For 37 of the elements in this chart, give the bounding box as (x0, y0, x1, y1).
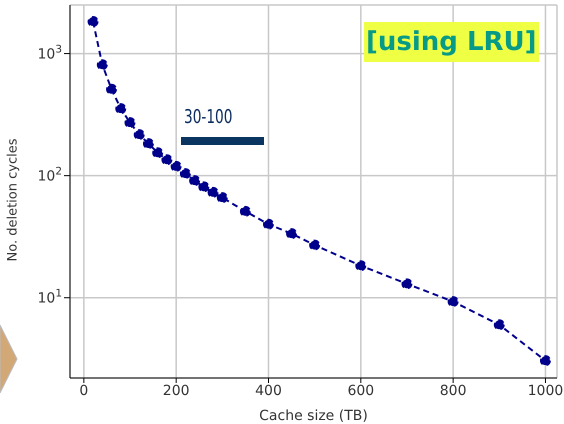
point (161, 154, 172, 166)
point (355, 260, 366, 272)
point (401, 278, 412, 290)
point (88, 16, 99, 28)
x-tick-label: 200 (162, 382, 190, 399)
point (106, 84, 118, 95)
x-tick-label: 0 (79, 382, 88, 399)
point (189, 175, 200, 186)
y-tick-label: 10$^{1}$ (37, 288, 62, 307)
y-tick-label: 10$^{3}$ (37, 44, 62, 63)
x-tick-label: 1000 (528, 382, 564, 399)
point (180, 168, 191, 180)
x-tick-label: 600 (347, 382, 374, 399)
y-axis-title: No. deletion cycles (6, 138, 21, 262)
point (208, 186, 219, 198)
point (448, 296, 459, 308)
point (540, 355, 551, 366)
point (124, 117, 136, 128)
point (198, 181, 210, 192)
point (262, 218, 274, 230)
y-tick-label: 10$^{2}$ (37, 166, 62, 185)
point (96, 59, 108, 70)
point (286, 228, 298, 240)
x-tick-label: 800 (440, 382, 467, 399)
point (152, 147, 164, 158)
point (115, 103, 126, 114)
point (216, 192, 228, 204)
x-tick-label: 400 (255, 382, 282, 399)
point (170, 160, 182, 172)
x-axis-title: Cache size (TB) (259, 408, 368, 424)
point (142, 138, 154, 150)
point (309, 240, 320, 251)
annotation: [using LRU] (364, 22, 539, 62)
annotation: 30-100 (184, 106, 232, 128)
point (134, 129, 145, 140)
point (240, 206, 251, 217)
point (494, 319, 505, 330)
